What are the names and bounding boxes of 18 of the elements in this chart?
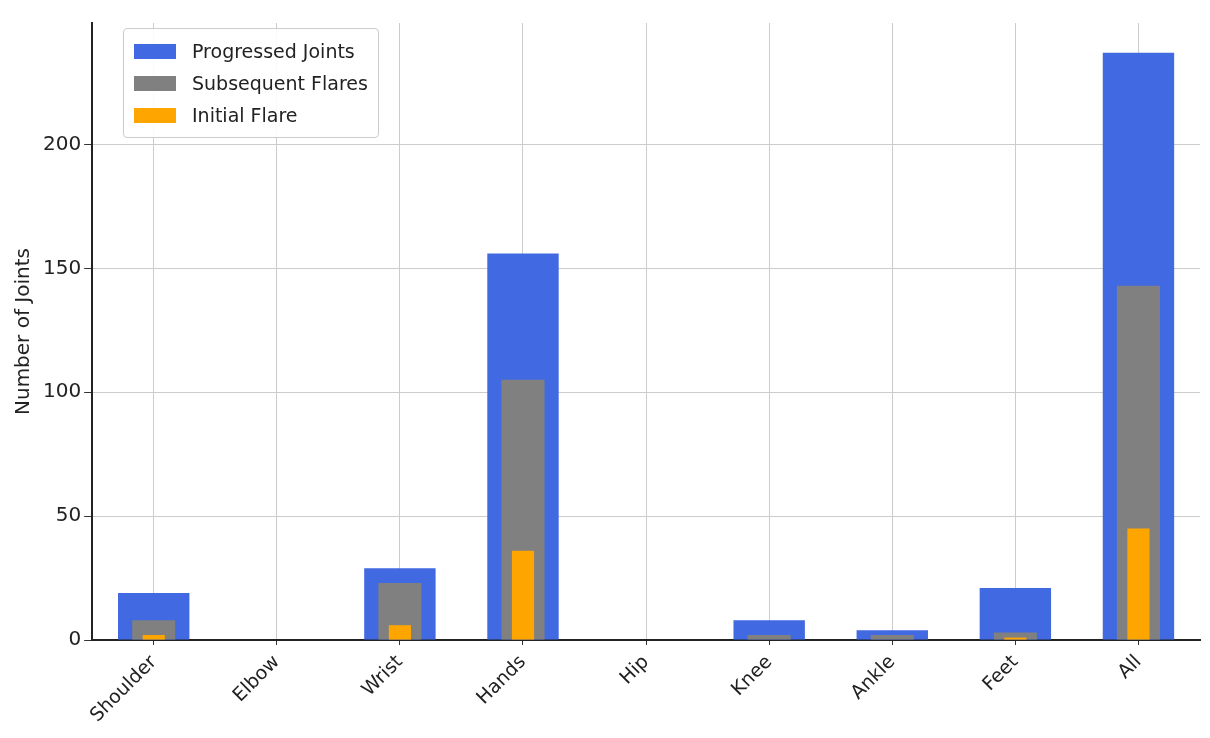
bar [511, 550, 535, 640]
x-tick-label: All [1112, 649, 1145, 683]
y-tick-label: 100 [42, 378, 82, 403]
bar [1127, 528, 1150, 640]
y-axis-title: Number of Joints [10, 248, 35, 416]
y-tick-label: 50 [55, 502, 82, 527]
legend-label: Progressed Joints [192, 40, 355, 62]
bar [388, 625, 411, 640]
bar [870, 635, 914, 640]
bar [979, 588, 1052, 640]
legend-label: Initial Flare [192, 104, 298, 126]
x-tick-label: Hip [614, 649, 653, 688]
bar [747, 635, 791, 640]
legend-label: Subsequent Flares [192, 72, 368, 94]
y-tick-label: 0 [68, 626, 82, 651]
y-tick-label: 200 [42, 130, 82, 155]
bar [142, 635, 165, 640]
y-tick-label: 150 [42, 254, 82, 279]
